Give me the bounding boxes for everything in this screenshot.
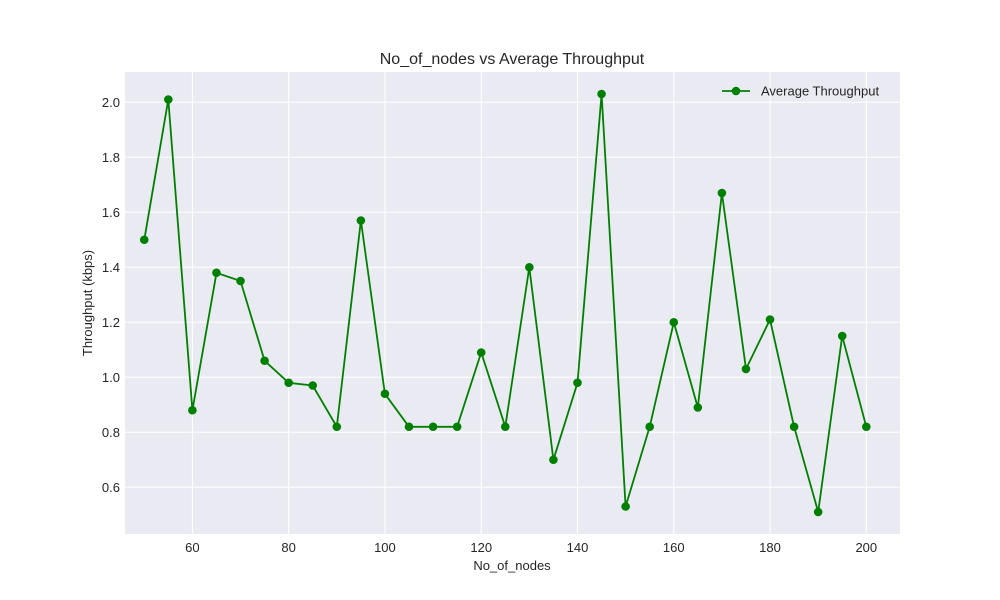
data-point bbox=[188, 405, 197, 415]
data-point bbox=[284, 378, 293, 388]
data-point bbox=[645, 422, 654, 432]
x-tick-label: 180 bbox=[759, 540, 781, 555]
y-tick-label: 0.8 bbox=[102, 425, 120, 440]
y-tick-label: 0.6 bbox=[102, 480, 120, 495]
data-point bbox=[693, 403, 703, 412]
data-point bbox=[356, 216, 366, 225]
series-layer bbox=[139, 89, 871, 517]
chart-title: No_of_nodes vs Average Throughput bbox=[380, 51, 645, 68]
y-tick-label: 1.8 bbox=[102, 150, 120, 165]
data-point bbox=[452, 422, 462, 432]
data-point bbox=[525, 262, 534, 272]
y-tick-label: 1.0 bbox=[102, 370, 120, 385]
data-point bbox=[549, 455, 558, 465]
data-point bbox=[476, 348, 486, 357]
plot-area bbox=[125, 72, 900, 534]
y-tick-label: 2.0 bbox=[102, 95, 120, 110]
y-tick-label: 1.6 bbox=[102, 205, 120, 220]
data-point bbox=[669, 317, 679, 327]
data-point bbox=[260, 356, 269, 366]
data-point bbox=[789, 422, 799, 432]
x-tick-label: 140 bbox=[567, 540, 589, 555]
data-point bbox=[597, 89, 606, 99]
legend-label: Average Throughput bbox=[761, 84, 879, 99]
grid-lines bbox=[125, 72, 900, 534]
data-point bbox=[573, 378, 582, 388]
y-tick-label: 1.4 bbox=[102, 260, 120, 275]
data-point bbox=[765, 315, 775, 324]
data-point bbox=[308, 381, 318, 390]
data-point bbox=[837, 331, 847, 341]
data-point bbox=[428, 422, 438, 432]
data-point bbox=[862, 422, 871, 432]
data-point bbox=[332, 422, 342, 432]
data-point bbox=[164, 95, 173, 104]
x-tick-label: 100 bbox=[374, 540, 396, 555]
x-tick-label: 80 bbox=[281, 540, 295, 555]
data-point bbox=[404, 422, 414, 432]
x-tick-label: 60 bbox=[185, 540, 199, 555]
x-tick-label: 120 bbox=[470, 540, 492, 555]
y-axis-label: Throughput (kbps) bbox=[80, 250, 95, 356]
data-point bbox=[717, 188, 727, 198]
data-point bbox=[139, 235, 149, 245]
data-point bbox=[380, 389, 390, 399]
data-point bbox=[236, 276, 245, 286]
data-point bbox=[621, 502, 630, 511]
x-tick-label: 200 bbox=[855, 540, 877, 555]
data-point bbox=[813, 507, 823, 517]
legend: Average Throughput bbox=[722, 84, 879, 99]
y-tick-label: 1.2 bbox=[102, 315, 120, 330]
legend-marker bbox=[731, 86, 741, 96]
tick-labels: 60 80 100 120 140 160 180 200 0.6 0.8 1.0 1.2 1.4 1.6… bbox=[102, 95, 877, 555]
data-point bbox=[500, 422, 510, 432]
data-point bbox=[741, 364, 751, 374]
x-tick-label: 160 bbox=[663, 540, 685, 555]
data-point bbox=[212, 268, 221, 278]
x-axis-label: No_of_nodes bbox=[473, 558, 551, 573]
